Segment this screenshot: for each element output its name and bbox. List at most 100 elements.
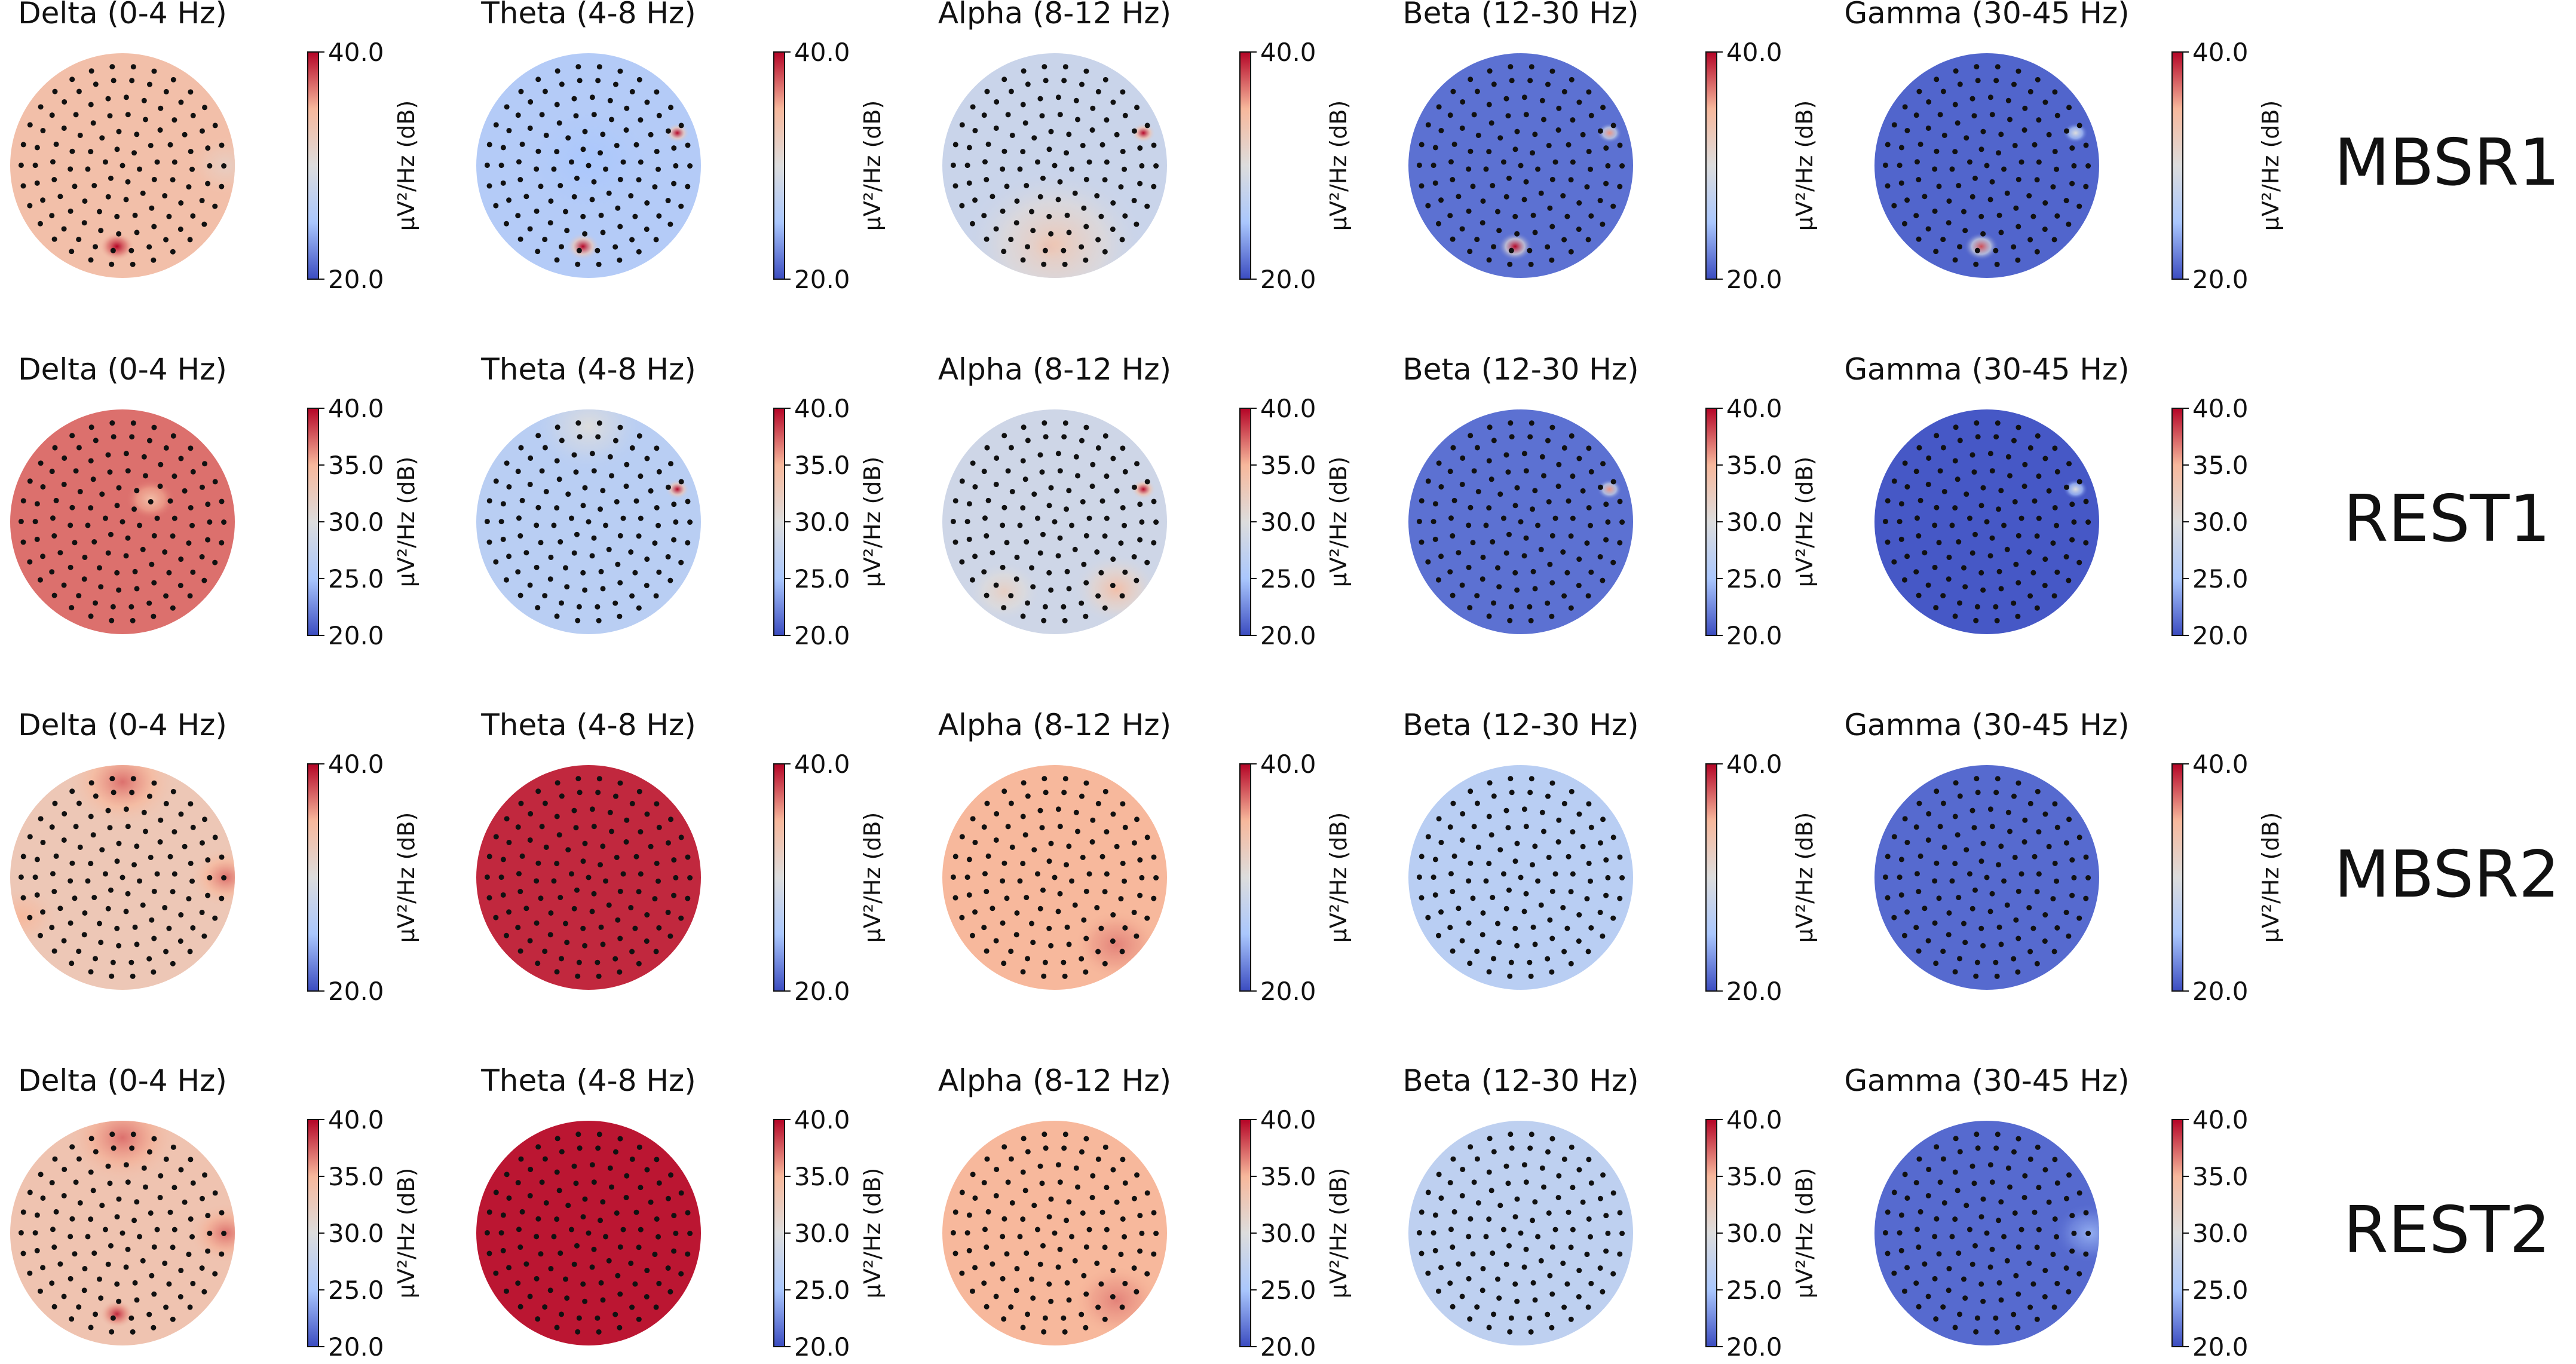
electrode-dot — [985, 497, 991, 503]
electrode-dot — [178, 1268, 184, 1274]
electrode-dot — [1137, 857, 1143, 863]
electrode-dot — [1994, 261, 2000, 267]
electrode-dot — [1933, 1316, 1939, 1322]
electrode-dot — [1956, 1250, 1962, 1256]
electrode-dot — [105, 906, 111, 912]
electrode-dot — [1425, 1189, 1431, 1195]
electrode-dot — [132, 1280, 138, 1286]
electrode-dot — [1416, 874, 1422, 880]
electrode-dot — [542, 1304, 548, 1310]
electrode-dot — [589, 1162, 595, 1168]
electrode-dot — [1066, 941, 1072, 947]
electrode-layer — [484, 776, 693, 979]
electrode-dot — [1491, 600, 1497, 606]
electrode-dot — [1580, 131, 1586, 137]
electrode-dot — [114, 146, 120, 152]
electrode-dot — [93, 600, 99, 606]
electrode-dot — [1576, 811, 1582, 817]
electrode-dot — [52, 1156, 58, 1162]
electrode-dot — [149, 561, 155, 567]
electrode-dot — [671, 145, 677, 151]
electrode-dot — [1984, 874, 1990, 880]
electrode-dot — [170, 889, 176, 895]
electrode-dot — [1891, 203, 1897, 209]
electrode-dot — [32, 163, 38, 169]
electrode-dot — [1431, 1230, 1436, 1236]
band-title: Delta (0-4 Hz) — [18, 708, 227, 742]
electrode-dot — [665, 1195, 671, 1201]
electrode-dot — [128, 1315, 134, 1321]
electrode-dot — [1996, 1280, 2002, 1286]
electrode-dot — [96, 565, 102, 571]
electrode-dot — [166, 570, 172, 576]
electrode-dot — [1042, 1131, 1047, 1137]
electrode-dot — [548, 1265, 554, 1271]
electrode-dot — [1530, 150, 1536, 156]
electrode-dot — [77, 844, 83, 850]
electrode-dot — [1046, 925, 1052, 931]
electrode-dot — [2018, 871, 2024, 877]
electrode-dot — [1957, 1149, 1963, 1155]
electrode-dot — [1885, 1209, 1891, 1215]
electrode-dot — [972, 553, 978, 559]
electrode-dot — [1953, 68, 1959, 74]
electrode-dot — [1022, 832, 1028, 838]
electrode-dot — [504, 1172, 510, 1178]
electrode-dot — [1962, 1295, 1968, 1301]
electrode-dot — [98, 584, 104, 590]
electrode-dot — [620, 159, 626, 165]
electrode-dot — [98, 228, 104, 234]
electrode-dot — [648, 488, 654, 494]
electrode-dot — [151, 424, 157, 430]
electrode-dot — [167, 1209, 173, 1215]
electrode-dot — [111, 78, 117, 84]
electrode-dot — [623, 839, 629, 845]
electrode-dot — [1561, 237, 1567, 243]
electrode-dot — [1936, 540, 1942, 546]
electrode-dot — [188, 801, 194, 807]
electrode-dot — [134, 1297, 140, 1303]
electrode-dot — [1474, 1156, 1480, 1162]
electrode-dot — [1432, 501, 1438, 507]
electrode-dot — [40, 197, 46, 203]
electrode-dot — [1569, 788, 1575, 794]
electrode-dot — [201, 221, 207, 227]
colorbar — [2171, 408, 2183, 636]
electrode-dot — [1528, 617, 1534, 623]
electrode-dot — [1523, 468, 1529, 474]
electrode-dot — [959, 122, 965, 128]
electrode-dot — [170, 533, 176, 539]
electrode-dot — [586, 874, 592, 880]
electrode-dot — [1932, 1234, 1938, 1240]
electrode-dot — [542, 593, 548, 599]
electrode-dot — [1119, 1304, 1125, 1310]
electrode-dot — [1518, 1230, 1524, 1236]
electrode-dot — [665, 840, 671, 846]
electrode-dot — [612, 1311, 618, 1317]
electrode-dot — [687, 1231, 693, 1237]
electrode-dot — [2052, 1157, 2058, 1163]
electrode-dot — [1584, 184, 1590, 190]
electrode-dot — [582, 129, 588, 134]
electrode-dot — [2016, 935, 2021, 941]
electrode-dot — [2076, 1190, 2082, 1196]
electrode-dot — [598, 924, 604, 930]
electrode-dot — [1932, 208, 1938, 214]
electrode-dot — [1975, 1145, 1981, 1151]
electrode-dot — [57, 1261, 63, 1267]
electrode-dot — [1549, 888, 1555, 894]
colorbar-tick-label: 20.0 — [1260, 621, 1316, 650]
electrode-dot — [187, 1304, 193, 1310]
electrode-dot — [40, 484, 46, 490]
electrode-dot — [2015, 969, 2021, 975]
electrode-dot — [1549, 68, 1555, 74]
electrode-dot — [638, 473, 644, 479]
electrode-dot — [1030, 1295, 1036, 1301]
electrode-dot — [1974, 420, 1980, 426]
electrode-dot — [166, 213, 172, 219]
electrode-dot — [562, 1276, 568, 1282]
electrode-dot — [543, 132, 549, 138]
electrode-dot — [1987, 1162, 1993, 1168]
electrode-dot — [598, 150, 604, 156]
colorbar-tick-label: 40.0 — [2192, 1105, 2249, 1134]
